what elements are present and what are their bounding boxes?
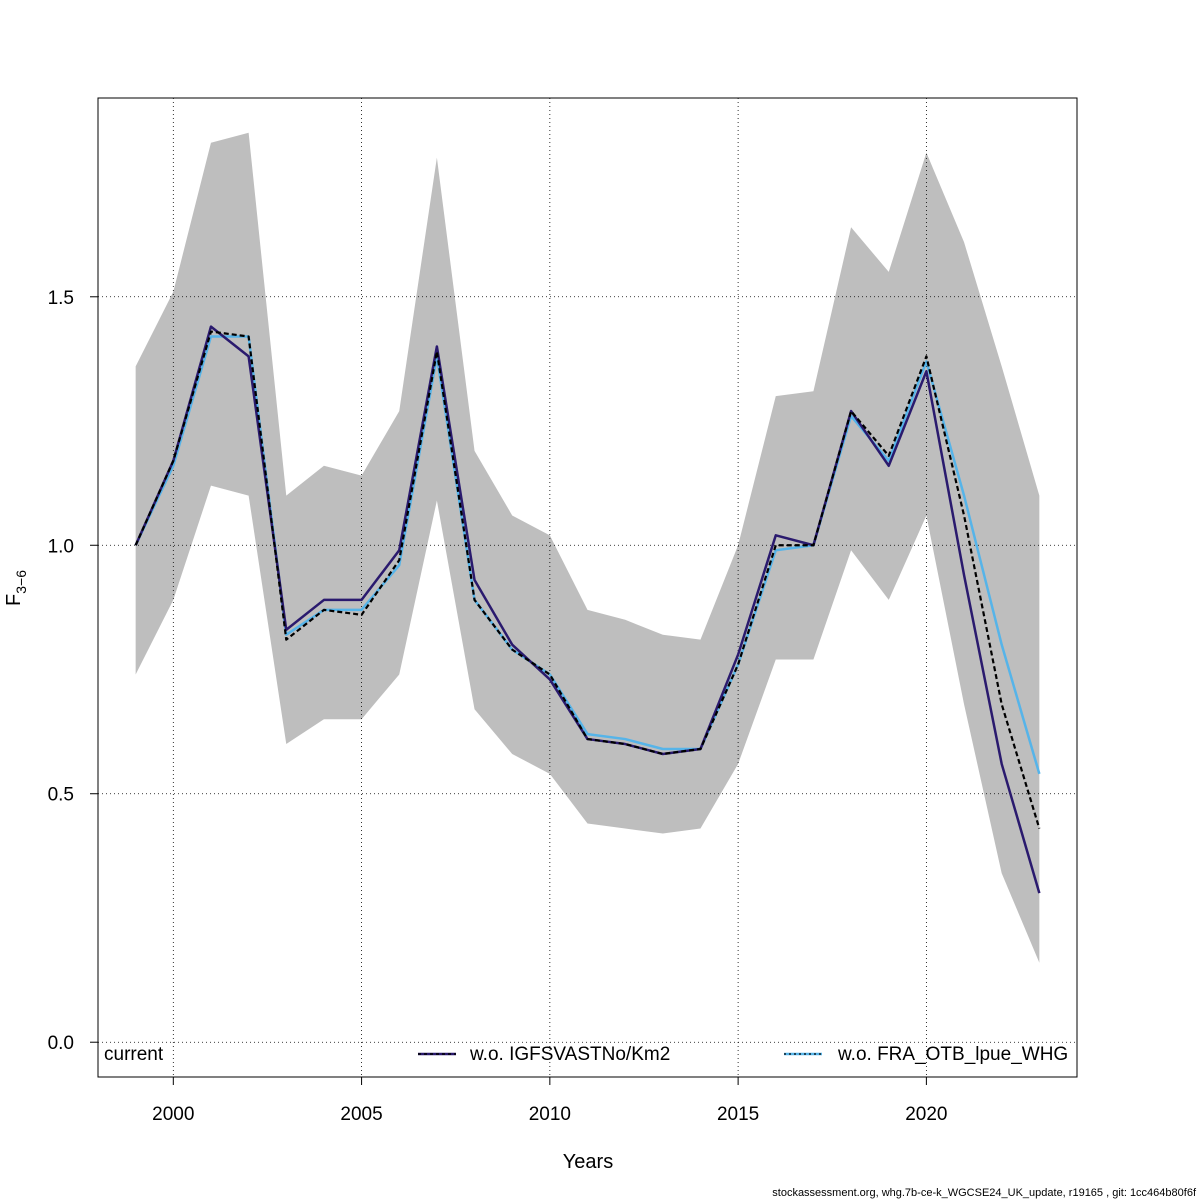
y-axis-title: F3−6 bbox=[3, 570, 29, 606]
x-tick-label: 2010 bbox=[529, 1104, 571, 1125]
series-line-2 bbox=[134, 335, 1041, 775]
y-axis-title-subscript: 3−6 bbox=[13, 570, 29, 594]
y-tick-label: 1.5 bbox=[48, 288, 74, 309]
y-tick-label: 0.5 bbox=[48, 785, 74, 806]
y-tick-label: 1.0 bbox=[48, 536, 74, 557]
x-axis-title: Years bbox=[563, 1151, 613, 1173]
confidence-band-layer bbox=[135, 132, 1040, 963]
plot-frame bbox=[97, 97, 1078, 1078]
legend-label-current: current bbox=[104, 1044, 164, 1065]
legend: current w.o. IGFSVASTNo/Km2 w.o. FRA_OTB… bbox=[104, 1044, 1068, 1065]
series-line-0 bbox=[134, 330, 1041, 829]
confidence-band bbox=[135, 132, 1040, 963]
series-layer bbox=[134, 325, 1041, 894]
x-axis: 2000 2005 2010 2015 2020 bbox=[152, 1077, 948, 1125]
legend-label-fra: w.o. FRA_OTB_lpue_WHG bbox=[837, 1044, 1068, 1065]
y-tick-label: 0.0 bbox=[48, 1033, 74, 1054]
y-axis-title-main: F bbox=[3, 594, 25, 606]
x-tick-label: 2020 bbox=[905, 1104, 947, 1125]
x-tick-label: 2005 bbox=[340, 1104, 382, 1125]
legend-label-igfs: w.o. IGFSVASTNo/Km2 bbox=[469, 1044, 670, 1065]
footer-text: stockassessment.org, whg.7b-ce-k_WGCSE24… bbox=[772, 1187, 1197, 1199]
y-axis: 0.0 0.5 1.0 1.5 bbox=[48, 288, 98, 1054]
x-tick-label: 2000 bbox=[152, 1104, 194, 1125]
x-tick-label: 2015 bbox=[717, 1104, 759, 1125]
